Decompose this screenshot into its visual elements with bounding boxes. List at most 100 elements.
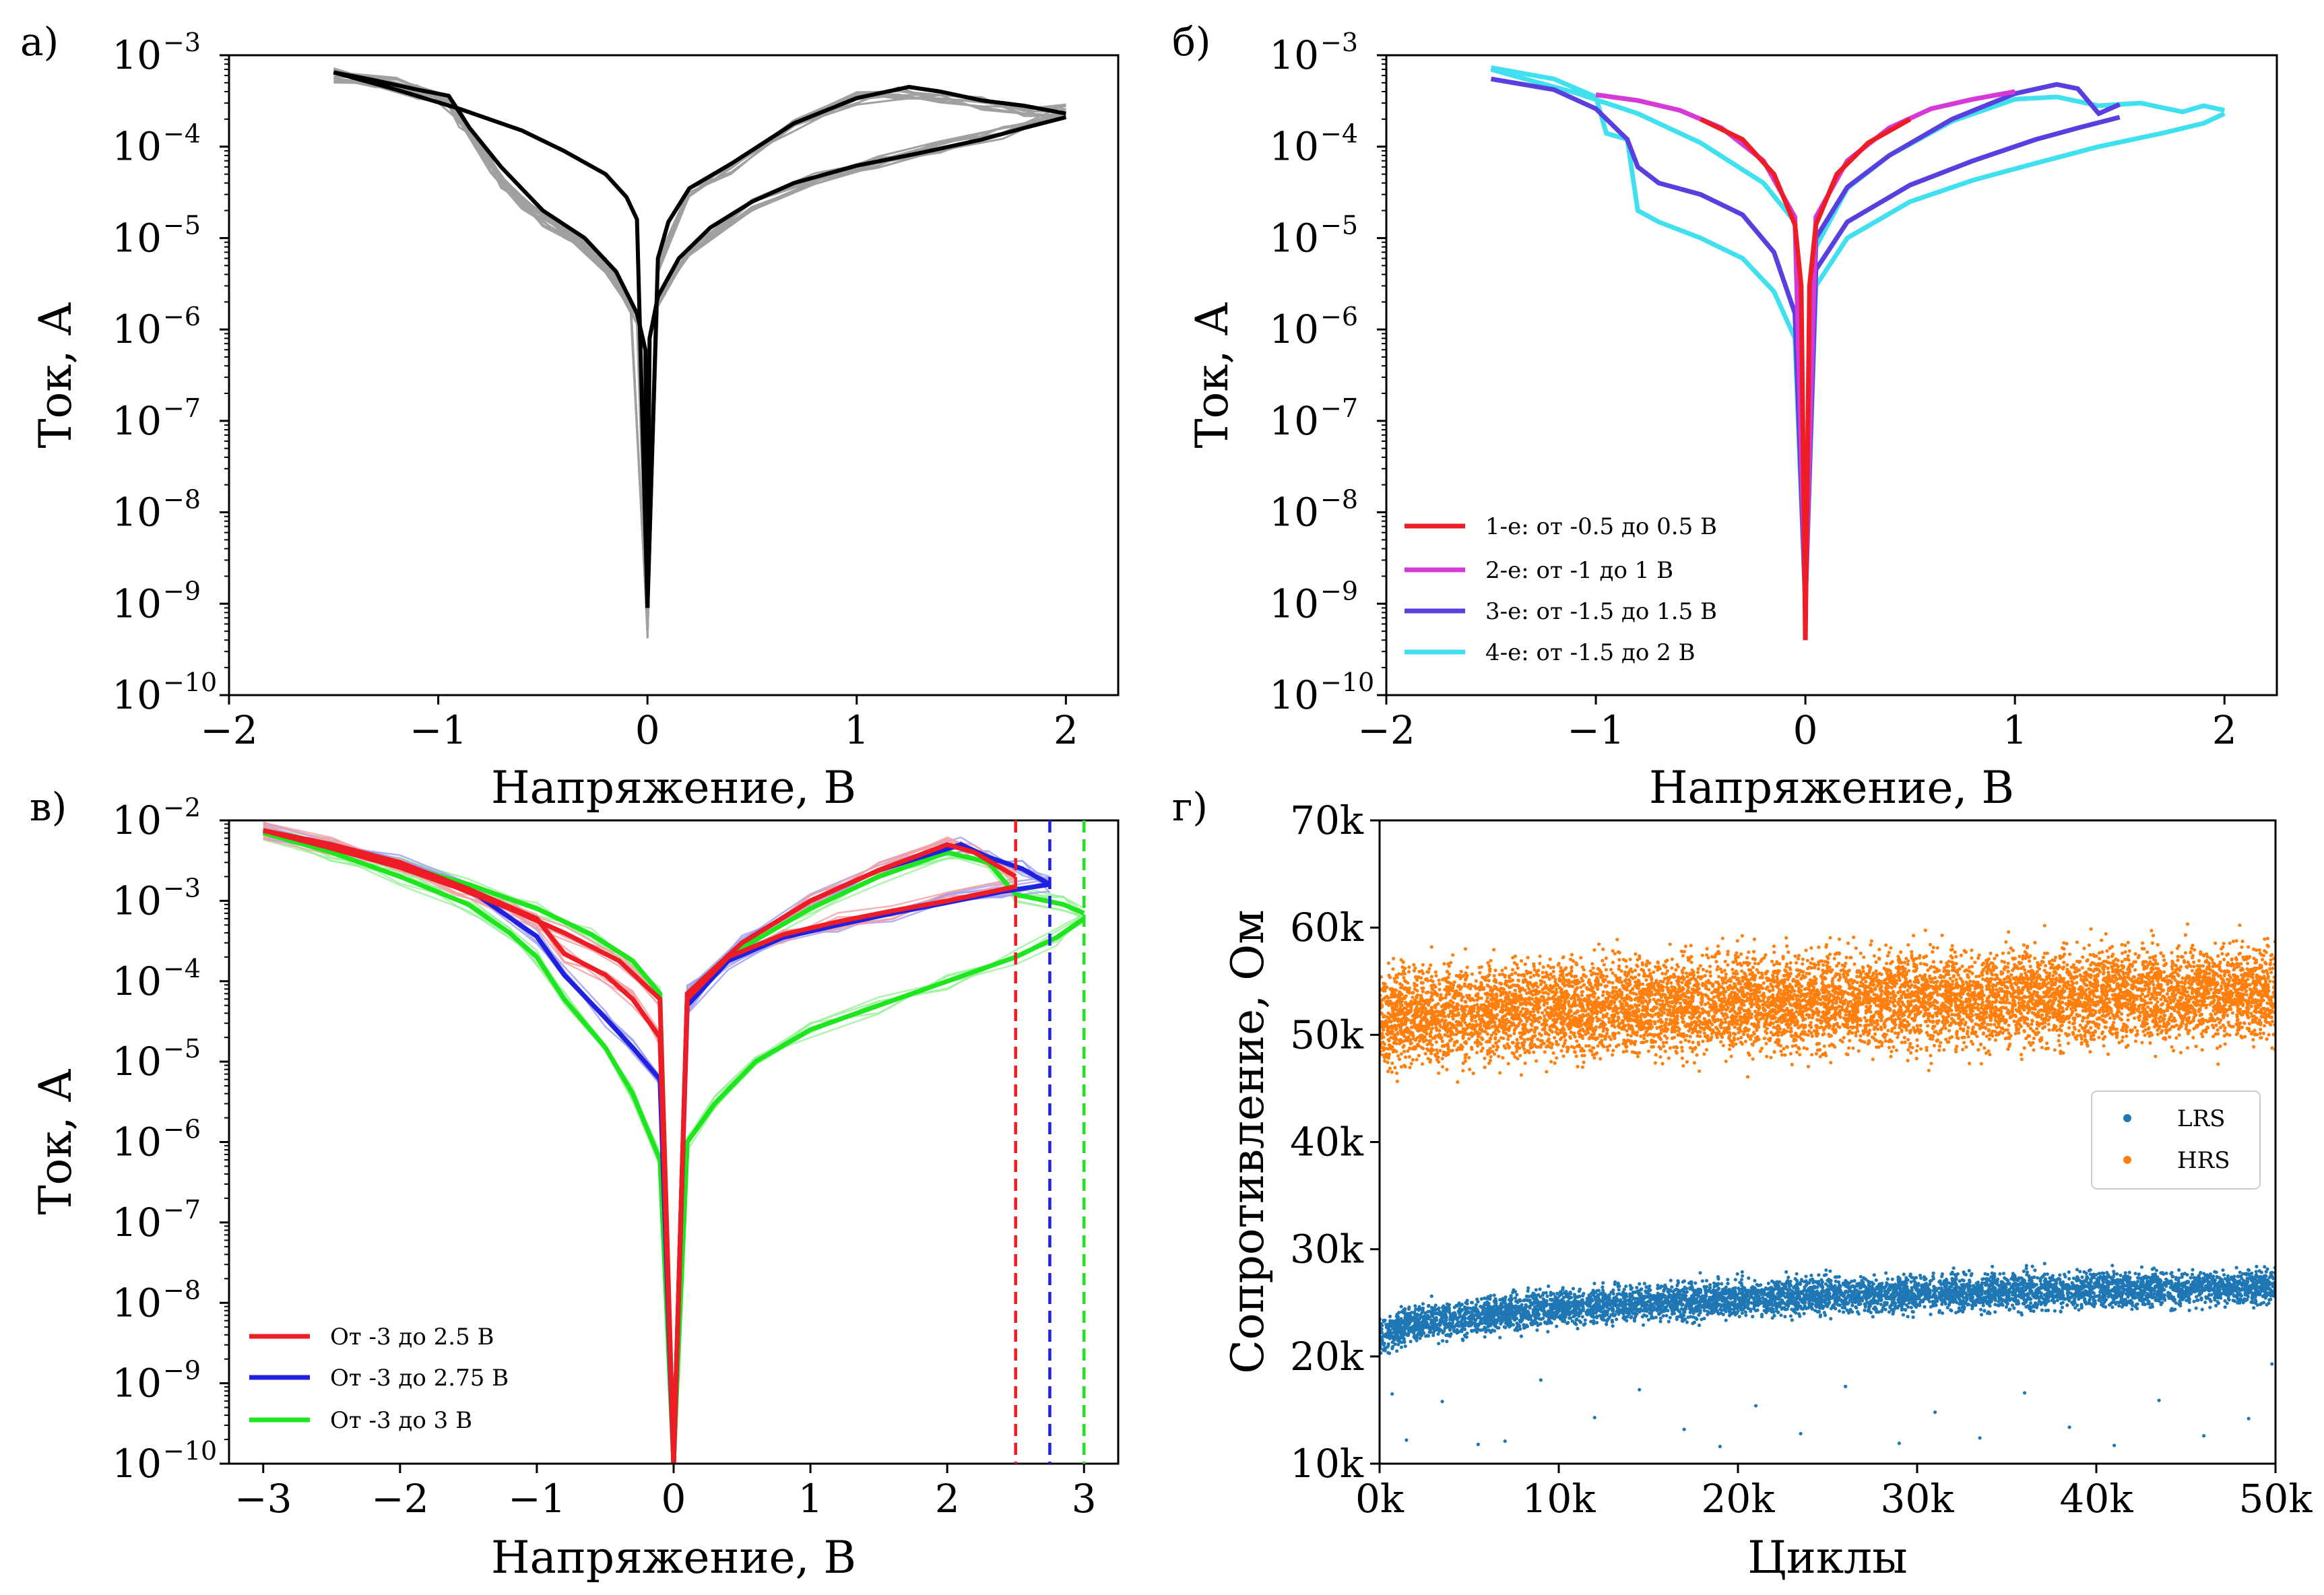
scatter-point-hrs [1942, 966, 1946, 970]
scatter-point-hrs [1770, 984, 1774, 988]
scatter-point-hrs [2145, 1005, 2150, 1009]
scatter-point-hrs [1532, 968, 1537, 972]
scatter-point-hrs [1599, 1033, 1603, 1037]
scatter-point-hrs [2263, 1024, 2267, 1028]
scatter-point-hrs [2048, 961, 2052, 965]
scatter-point-hrs [2159, 1010, 2163, 1014]
scatter-point-hrs [1910, 953, 1914, 957]
scatter-point-hrs [2117, 1041, 2121, 1045]
cycle-line-grey [646, 117, 1066, 636]
scatter-point-hrs [1864, 979, 1868, 983]
scatter-point-hrs [1652, 970, 1656, 974]
scatter-point-hrs [2020, 1053, 2024, 1057]
scatter-point-hrs [2045, 951, 2049, 955]
scatter-point-hrs [1887, 1045, 1892, 1049]
scatter-point-hrs [1591, 966, 1595, 970]
scatter-point-hrs [2186, 960, 2190, 965]
scatter-point-hrs [1543, 1014, 1547, 1018]
cycle-line-light [672, 850, 1050, 1460]
scatter-point-hrs [2061, 1009, 2065, 1013]
cycle-line-light [672, 912, 1085, 1464]
scatter-point-hrs [1637, 973, 1641, 977]
scatter-point-hrs [1836, 992, 1840, 996]
scatter-point-hrs [1549, 1045, 1553, 1049]
scatter-point-hrs [2087, 987, 2091, 991]
scatter-point-hrs [1898, 978, 1902, 982]
scatter-point-hrs [1473, 1029, 1477, 1033]
scatter-point-hrs [2192, 965, 2196, 969]
scatter-point-hrs [1884, 943, 1888, 947]
scatter-point-hrs [1784, 965, 1788, 969]
scatter-point-hrs [2120, 960, 2124, 964]
scatter-point-hrs [1681, 954, 1685, 958]
scatter-point-hrs [1816, 967, 1821, 971]
scatter-point-hrs [1903, 1040, 1907, 1044]
scatter-point-hrs [1894, 966, 1898, 970]
scatter-point-hrs [1634, 980, 1638, 984]
scatter-point-hrs [1788, 1051, 1793, 1055]
scatter-point-hrs [1539, 1033, 1543, 1037]
scatter-point-hrs [1925, 979, 1929, 983]
scatter-point-hrs [2087, 943, 2091, 947]
scatter-point-hrs [1435, 1048, 1439, 1052]
cycle-line-grey [646, 115, 1066, 635]
scatter-point-hrs [1594, 1036, 1599, 1040]
y-tick-label: 10 [1269, 306, 1319, 352]
scatter-point-hrs [1698, 1069, 1702, 1073]
series-line-2 [671, 882, 1051, 1464]
scatter-point-hrs [2053, 1048, 2057, 1052]
scatter-point-hrs [2097, 951, 2101, 955]
x-tick-label: −1 [410, 707, 467, 753]
scatter-point-hrs [1541, 1011, 1545, 1015]
scatter-point-hrs [2261, 1031, 2265, 1035]
scatter-point-hrs [1871, 1057, 1875, 1062]
x-tick-label: −1 [508, 1476, 566, 1522]
scatter-point-hrs [1721, 1043, 1725, 1047]
cycle-line-light [672, 837, 1016, 1464]
scatter-point-hrs [2170, 950, 2174, 954]
x-tick-label: −2 [1357, 707, 1415, 753]
scatter-point-hrs [1423, 1035, 1427, 1039]
y-tick-label: 10 [1269, 490, 1319, 535]
y-tick-label: 10 [112, 878, 162, 923]
scatter-point-hrs [1625, 1033, 1629, 1037]
panel-a-frame [228, 54, 1120, 696]
scatter-point-hrs [1559, 966, 1563, 970]
scatter-point-hrs [1479, 965, 1483, 969]
scatter-point-hrs [1407, 970, 1411, 974]
scatter-point-hrs [1452, 980, 1456, 984]
x-tick-label: −3 [234, 1476, 292, 1522]
scatter-point-hrs [1743, 1039, 1747, 1043]
scatter-point-hrs [1985, 977, 1989, 981]
scatter-point-hrs [2211, 969, 2215, 973]
scatter-point-hrs [1844, 961, 1848, 965]
scatter-point-hrs [1402, 972, 1407, 976]
scatter-point-hrs [1772, 1049, 1776, 1054]
scatter-point-hrs [2080, 966, 2084, 970]
scatter-point-hrs [1993, 956, 1997, 961]
scatter-point-hrs [2187, 994, 2191, 998]
scatter-point-hrs [1722, 969, 1726, 973]
scatter-point-hrs [2191, 1000, 2195, 1004]
scatter-point-hrs [1595, 1012, 1599, 1016]
scatter-point-hrs [1483, 1066, 1487, 1070]
y-tick-exponent: −9 [163, 576, 201, 606]
scatter-point-hrs [1831, 977, 1835, 981]
scatter-point-hrs [1950, 944, 1954, 948]
scatter-point-hrs [1779, 1049, 1783, 1053]
panel-b: −2 −1 0 1 210−1010−910−810−710−610−510−410−3… [1186, 28, 2278, 814]
cycle-line-light [672, 841, 1051, 1460]
cycle-line-light [672, 841, 1051, 1464]
scatter-point-hrs [1846, 1022, 1850, 1027]
scatter-point-hrs [1475, 1038, 1479, 1042]
scatter-point-hrs [2234, 939, 2238, 943]
scatter-point-hrs [2191, 1035, 2195, 1040]
scatter-point-hrs [1504, 966, 1508, 970]
scatter-point-hrs [1685, 1033, 1689, 1038]
scatter-point-hrs [1970, 1013, 1974, 1018]
scatter-point-hrs [1660, 1024, 1664, 1029]
scatter-point-hrs [2125, 1034, 2129, 1038]
scatter-point-hrs [1892, 1045, 1896, 1049]
scatter-point-hrs [1526, 956, 1530, 960]
scatter-point-hrs [1617, 958, 1621, 962]
